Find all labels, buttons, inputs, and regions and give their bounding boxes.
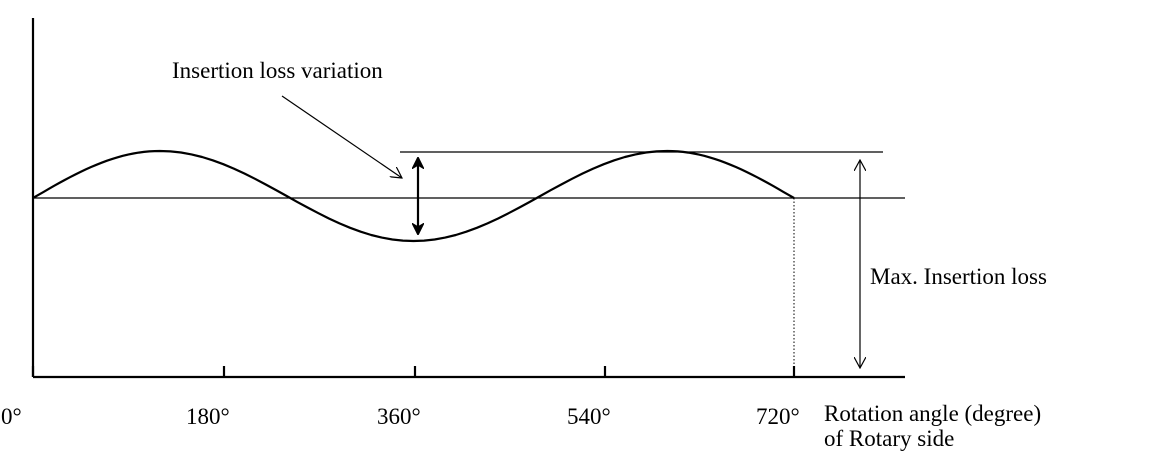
x-ticks bbox=[31, 366, 796, 377]
max-loss-label: Max. Insertion loss bbox=[870, 264, 1047, 289]
variation-label: Insertion loss variation bbox=[172, 58, 383, 83]
tick-label-540: 540° bbox=[567, 404, 611, 429]
x-axis-title-line1: Rotation angle (degree) bbox=[824, 401, 1041, 426]
tick-label-720: 720° bbox=[756, 404, 800, 429]
tick-label-180: 180° bbox=[186, 404, 230, 429]
x-axis-title-line2: of Rotary side bbox=[824, 426, 954, 451]
tick-label-0: 0° bbox=[1, 404, 22, 429]
insertion-loss-curve bbox=[32, 149, 795, 243]
tick-label-360: 360° bbox=[377, 404, 421, 429]
variation-pointer bbox=[281, 95, 402, 178]
